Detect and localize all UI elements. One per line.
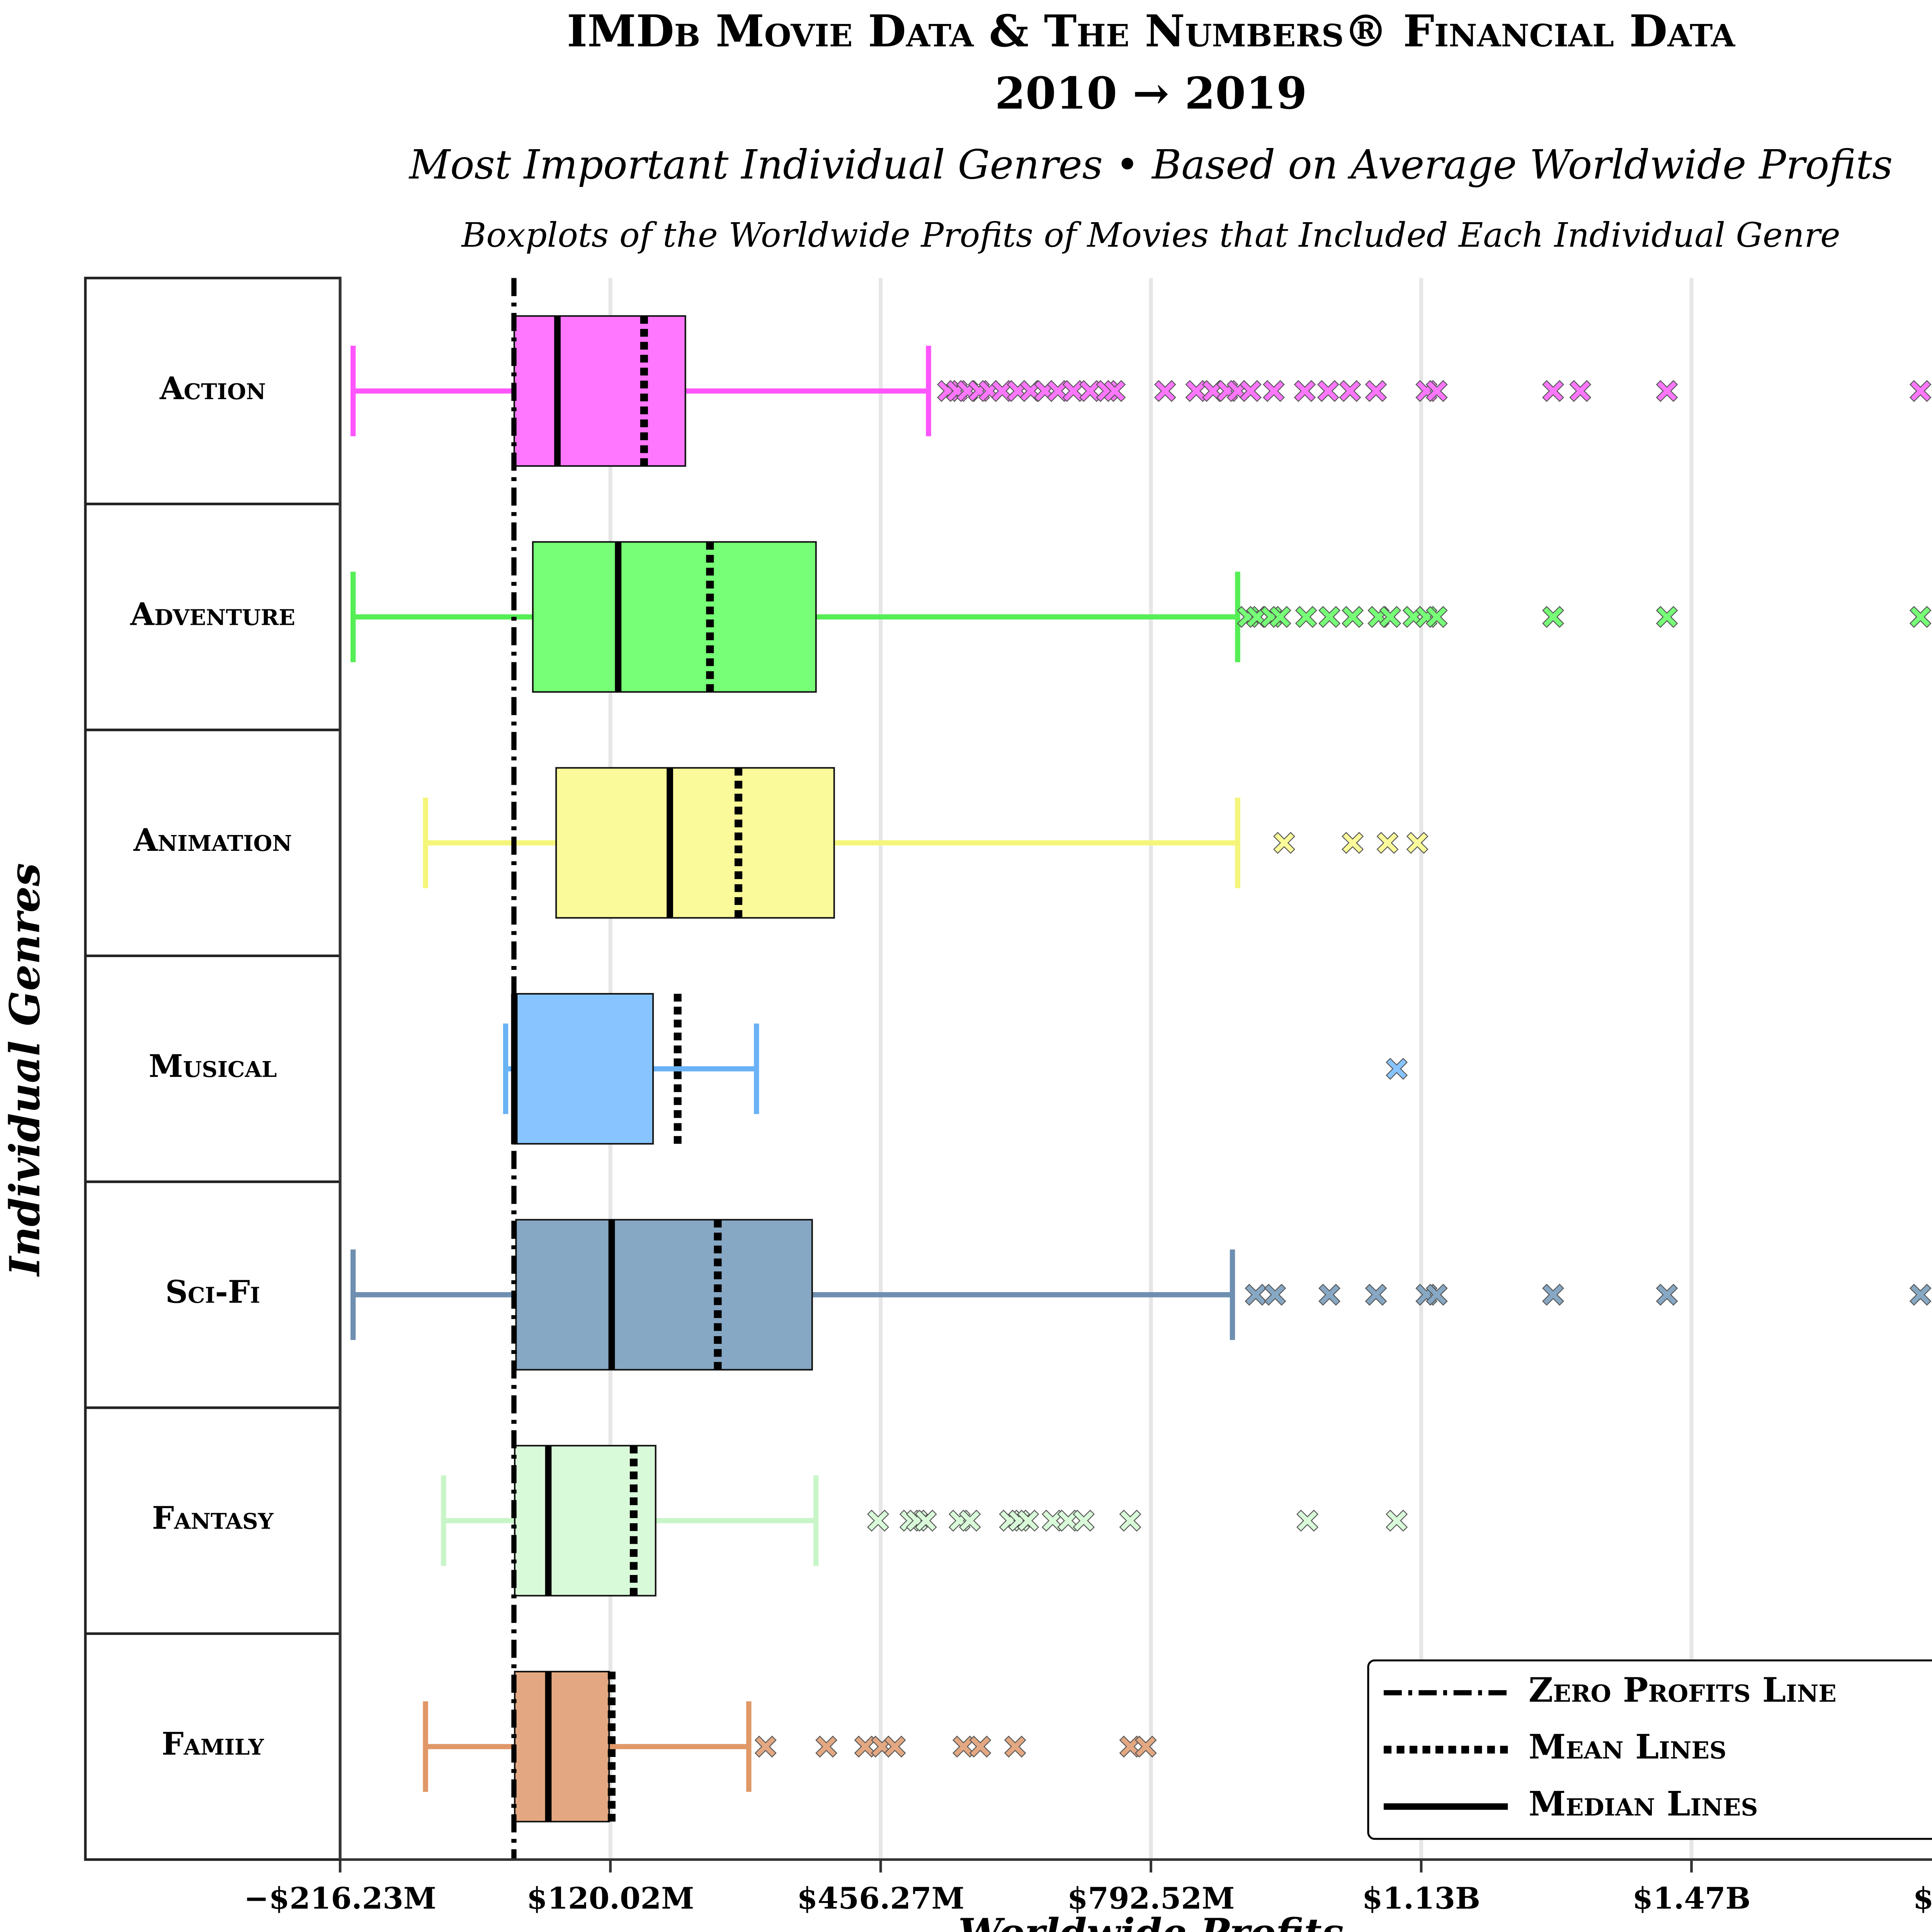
whisker-low (423, 1701, 515, 1792)
outlier (1425, 380, 1448, 402)
outlier (1245, 1284, 1267, 1306)
outlier (1909, 606, 1932, 628)
legend-label: Mean Lines (1529, 1727, 1726, 1767)
outlier (1134, 1735, 1157, 1758)
outlier (1365, 380, 1387, 402)
outlier (815, 1735, 838, 1758)
legend-label: Median Lines (1529, 1784, 1758, 1823)
row-label: Musical (149, 1048, 277, 1084)
whisker-low (350, 345, 514, 437)
outlier (1296, 1510, 1319, 1532)
outlier (867, 1510, 889, 1532)
row-label: Animation (133, 822, 292, 858)
whisker-high (812, 1249, 1235, 1340)
outlier (1295, 606, 1317, 628)
outlier (1909, 1284, 1932, 1306)
chart-title-line2: 2010 → 2019 (995, 67, 1307, 119)
outlier (1240, 380, 1262, 402)
outlier (1342, 832, 1364, 854)
row-label: Action (159, 370, 266, 406)
outlier (1656, 606, 1678, 628)
outlier (1425, 606, 1448, 628)
y-axis-label: Individual Genres (0, 863, 49, 1277)
outlier (1386, 1058, 1408, 1080)
x-tick-label: $1.8B (1913, 1881, 1932, 1916)
box (555, 767, 835, 919)
outlier (1263, 380, 1285, 402)
outlier (754, 1735, 777, 1758)
box (514, 1671, 610, 1823)
whisker-low (350, 1249, 516, 1340)
outlier (1425, 1284, 1448, 1306)
row-label: Fantasy (152, 1500, 274, 1536)
row-label: Family (162, 1726, 264, 1762)
outlier (1376, 832, 1399, 854)
box (514, 1445, 656, 1597)
box (532, 541, 817, 693)
whisker-high (655, 1475, 819, 1566)
outlier (1318, 606, 1341, 628)
outlier (1318, 1284, 1341, 1306)
outlier (1542, 606, 1564, 628)
chart-title: IMDb Movie Data & The Numbers® Financial… (567, 5, 1735, 57)
outlier (1104, 380, 1126, 402)
outlier (1073, 1510, 1095, 1532)
box (515, 1219, 813, 1371)
chart-subtitle2: Boxplots of the Worldwide Profits of Mov… (461, 216, 1840, 255)
outlier (1909, 380, 1932, 402)
row-label: Adventure (130, 596, 295, 632)
outlier (1365, 1284, 1387, 1306)
outlier (1273, 832, 1295, 854)
outlier (915, 1510, 937, 1532)
outlier (1386, 1510, 1408, 1532)
legend-label: Zero Profits Line (1529, 1670, 1837, 1710)
outlier (1004, 1735, 1026, 1758)
whisker-low (441, 1475, 515, 1566)
whisker-high (834, 798, 1240, 888)
outlier (1294, 380, 1316, 402)
row-label: Sci-Fi (165, 1274, 260, 1310)
outlier (884, 1735, 906, 1758)
outlier (1542, 1284, 1564, 1306)
x-axis-label: Worldwide Profits (958, 1910, 1344, 1932)
whisker-high (816, 571, 1240, 662)
outlier (959, 1510, 981, 1532)
whisker-low (350, 571, 533, 662)
outlier (1264, 1284, 1286, 1306)
outlier (969, 1735, 992, 1758)
x-tick-label: $792.52M (1067, 1881, 1235, 1916)
x-tick-label: $1.13B (1362, 1881, 1480, 1916)
whisker-high (653, 1023, 759, 1114)
x-tick-label: −$216.23M (244, 1881, 436, 1916)
outlier (1317, 380, 1339, 402)
whisker-high (685, 345, 931, 437)
box (513, 315, 686, 467)
chart-subtitle: Most Important Individual Genres • Based… (408, 142, 1893, 188)
x-tick-label: $456.27M (797, 1881, 964, 1916)
outlier (1017, 1510, 1039, 1532)
whisker-high (609, 1701, 752, 1792)
x-tick-label: $120.02M (527, 1881, 694, 1916)
outlier (1119, 1510, 1141, 1532)
x-tick-label: $1.47B (1632, 1881, 1750, 1916)
outlier (1406, 832, 1429, 854)
outlier (1269, 606, 1291, 628)
outlier (1569, 380, 1592, 402)
whisker-low (423, 798, 556, 888)
legend-box (1367, 1659, 1932, 1840)
outlier (1656, 380, 1678, 402)
outlier (1542, 380, 1564, 402)
outlier (1342, 606, 1364, 628)
outlier (1154, 380, 1176, 402)
outlier (1656, 1284, 1678, 1306)
outlier (1339, 380, 1361, 402)
box (514, 993, 654, 1145)
outlier (1379, 606, 1401, 628)
